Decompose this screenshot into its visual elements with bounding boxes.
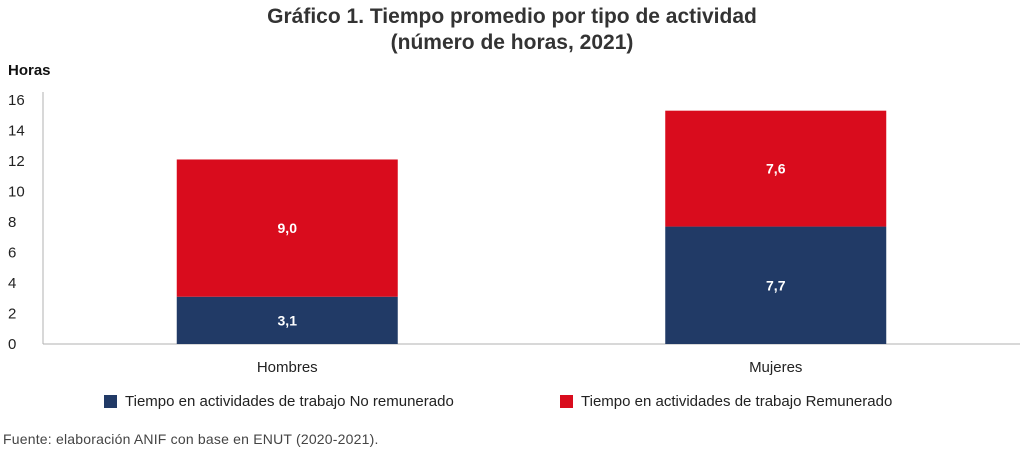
y-tick-label: 4 [8, 275, 16, 292]
y-tick-label: 10 [8, 184, 25, 201]
y-axis-label: Horas [8, 62, 51, 79]
legend-label-no-remunerado: Tiempo en actividades de trabajo No remu… [125, 393, 454, 410]
legend-item-no-remunerado: Tiempo en actividades de trabajo No remu… [104, 393, 454, 410]
data-label: 3,1 [278, 312, 298, 328]
y-tick-label: 14 [8, 123, 25, 140]
legend-item-remunerado: Tiempo en actividades de trabajo Remuner… [560, 393, 892, 410]
bar-segment-no-remunerado-mujeres [665, 226, 887, 344]
legend-swatch-remunerado [560, 395, 573, 408]
data-label: 7,6 [766, 161, 786, 177]
y-tick-label: 2 [8, 306, 16, 323]
legend-label-remunerado: Tiempo en actividades de trabajo Remuner… [581, 393, 893, 410]
x-category-label: Hombres [257, 359, 318, 376]
chart-legend: Tiempo en actividades de trabajo No remu… [0, 393, 1024, 413]
y-tick-label: 12 [8, 153, 25, 170]
source-note: Fuente: elaboración ANIF con base en ENU… [3, 431, 379, 447]
chart-title-line1: Gráfico 1. Tiempo promedio por tipo de a… [267, 5, 757, 28]
y-tick-label: 6 [8, 245, 16, 262]
data-label: 7,7 [766, 277, 786, 293]
legend-swatch-no-remunerado [104, 395, 117, 408]
bar-segment-no-remunerado-hombres [176, 296, 398, 344]
y-tick-label: 8 [8, 214, 16, 231]
bar-segment-remunerado-hombres [176, 159, 398, 297]
y-tick-label: 16 [8, 92, 25, 109]
y-tick-label: 0 [8, 336, 16, 353]
bar-segment-remunerado-mujeres [665, 110, 887, 227]
chart-title-line2: (número de horas, 2021) [390, 31, 634, 54]
data-label: 9,0 [278, 220, 298, 236]
x-category-label: Mujeres [749, 359, 802, 376]
